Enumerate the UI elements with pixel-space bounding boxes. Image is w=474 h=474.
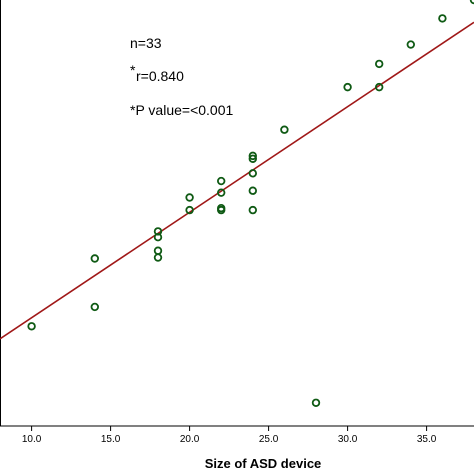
x-tick-labels: 10.0 15.0 20.0 25.0 30.0 35.0	[22, 434, 437, 445]
data-point	[248, 154, 257, 163]
data-point	[216, 188, 226, 197]
data-point	[27, 322, 36, 331]
data-point	[438, 14, 447, 23]
data-point	[248, 151, 257, 161]
data-point	[153, 233, 163, 242]
annotation-r: r=0.840	[136, 68, 184, 84]
x-tick-label: 15.0	[101, 434, 121, 445]
regression-line	[0, 21, 474, 340]
data-point	[248, 169, 257, 178]
data-point	[153, 246, 163, 255]
x-tick-label: 35.0	[417, 434, 437, 445]
x-tick-label: 30.0	[338, 434, 358, 445]
x-tick-label: 25.0	[259, 434, 279, 445]
x-tick-label: 20.0	[180, 434, 200, 445]
annotation-p-value: *P value=<0.001	[130, 102, 233, 118]
data-point	[90, 254, 99, 263]
data-point	[185, 193, 194, 202]
data-point	[406, 40, 415, 49]
x-axis-title: Size of ASD device	[205, 456, 322, 471]
data-point	[280, 125, 289, 134]
data-point	[216, 176, 226, 186]
data-point	[375, 59, 384, 69]
x-tick-label: 10.0	[22, 434, 42, 445]
annotation-n: n=33	[130, 35, 162, 51]
data-point	[343, 82, 352, 92]
data-point	[216, 205, 226, 215]
x-tick-marks	[31, 426, 428, 431]
data-point	[185, 205, 194, 215]
scatter-points	[27, 0, 474, 407]
data-point	[375, 82, 384, 92]
data-point	[90, 302, 99, 312]
data-point	[248, 205, 257, 215]
annotation-r-star: *	[130, 62, 136, 78]
data-point	[311, 398, 321, 407]
data-point	[153, 253, 163, 262]
data-point	[248, 186, 257, 195]
